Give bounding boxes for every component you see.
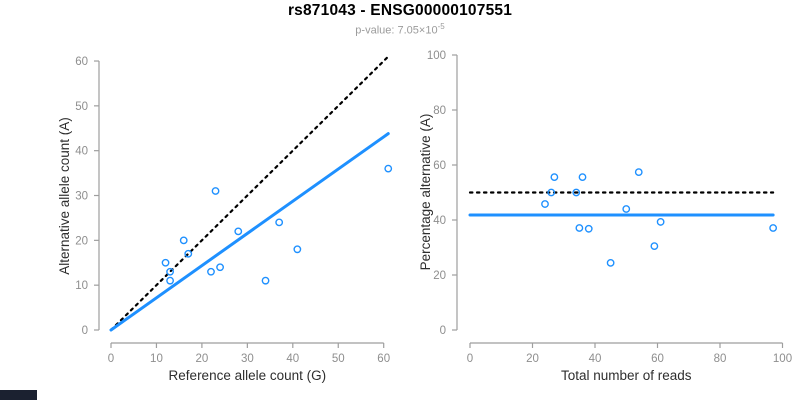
fit-line	[109, 132, 390, 332]
x-tick-label: 10	[150, 353, 163, 365]
y-tick-label: 20	[75, 235, 88, 247]
x-tick-label: 60	[377, 353, 390, 365]
y-tick-label: 10	[75, 280, 88, 292]
x-tick-label: 100	[773, 353, 792, 365]
pvalue-text: p-value: 7.05×10	[355, 24, 438, 37]
data-point	[261, 276, 270, 285]
percentage-alternative-plot: 0 20 40 60 80 100 0 20 40 60 80 100 Total number of …	[418, 50, 792, 383]
data-point	[547, 188, 556, 197]
data-point	[184, 249, 193, 258]
data-point	[656, 218, 665, 226]
pvalue-exponent: -5	[437, 22, 445, 31]
data-point	[293, 245, 302, 254]
x-tick-label: 30	[241, 353, 254, 365]
y-tick-label: 0	[82, 325, 88, 337]
data-point	[216, 263, 224, 272]
x-tick-label: 60	[651, 353, 664, 365]
x-tick-label: 0	[467, 353, 473, 365]
y-tick-label: 80	[433, 105, 446, 117]
data-point	[384, 164, 393, 173]
y-tick-label: 100	[427, 50, 446, 62]
y-axis-label: Alternative allele count (A)	[57, 117, 72, 275]
figure-subtitle: p-value: 7.05×10-5	[0, 22, 800, 37]
data-point	[211, 187, 220, 195]
y-tick-label: 20	[433, 270, 446, 282]
x-axis-label: Total number of reads	[561, 368, 692, 383]
data-point	[650, 242, 659, 251]
y-tick-label: 40	[75, 146, 88, 158]
data-point	[575, 224, 584, 232]
x-axis-label: Reference allele count (G)	[169, 368, 327, 383]
data-point	[166, 267, 174, 276]
x-tick-label: 40	[286, 353, 299, 365]
data-point	[207, 267, 215, 276]
y-tick-label: 40	[433, 215, 446, 227]
x-tick-label: 20	[526, 353, 539, 365]
data-point	[179, 236, 188, 245]
y-tick-label: 50	[75, 101, 88, 113]
data-point	[161, 258, 170, 267]
y-tick-label: 60	[75, 56, 88, 68]
x-tick-label: 0	[108, 353, 114, 365]
data-point	[622, 205, 631, 213]
data-point	[572, 188, 581, 197]
allele-counts-plot: 0 10 20 30 40 50 60 0 10 20 30 40 50 60 Reference alle…	[57, 55, 393, 383]
x-tick-label: 40	[589, 353, 602, 365]
data-point	[275, 218, 284, 227]
data-point	[634, 168, 643, 177]
data-point	[578, 173, 587, 182]
y-axis-label: Percentage alternative (A)	[418, 114, 433, 271]
x-tick-label: 80	[714, 353, 727, 365]
y-tick-label: 30	[75, 191, 88, 203]
data-point	[584, 224, 593, 233]
figure-title: rs871043 - ENSG00000107551	[287, 2, 513, 19]
y-tick-label: 60	[433, 160, 446, 172]
y-tick-label: 0	[440, 325, 446, 337]
bottom-left-artifact	[0, 390, 37, 400]
data-point	[550, 173, 559, 182]
x-tick-label: 50	[332, 353, 345, 365]
identity-line	[109, 55, 390, 332]
data-point	[234, 227, 243, 236]
data-point	[769, 224, 778, 232]
x-tick-label: 20	[196, 353, 209, 365]
data-point	[541, 200, 549, 208]
data-point	[606, 258, 615, 267]
data-point	[166, 276, 174, 285]
